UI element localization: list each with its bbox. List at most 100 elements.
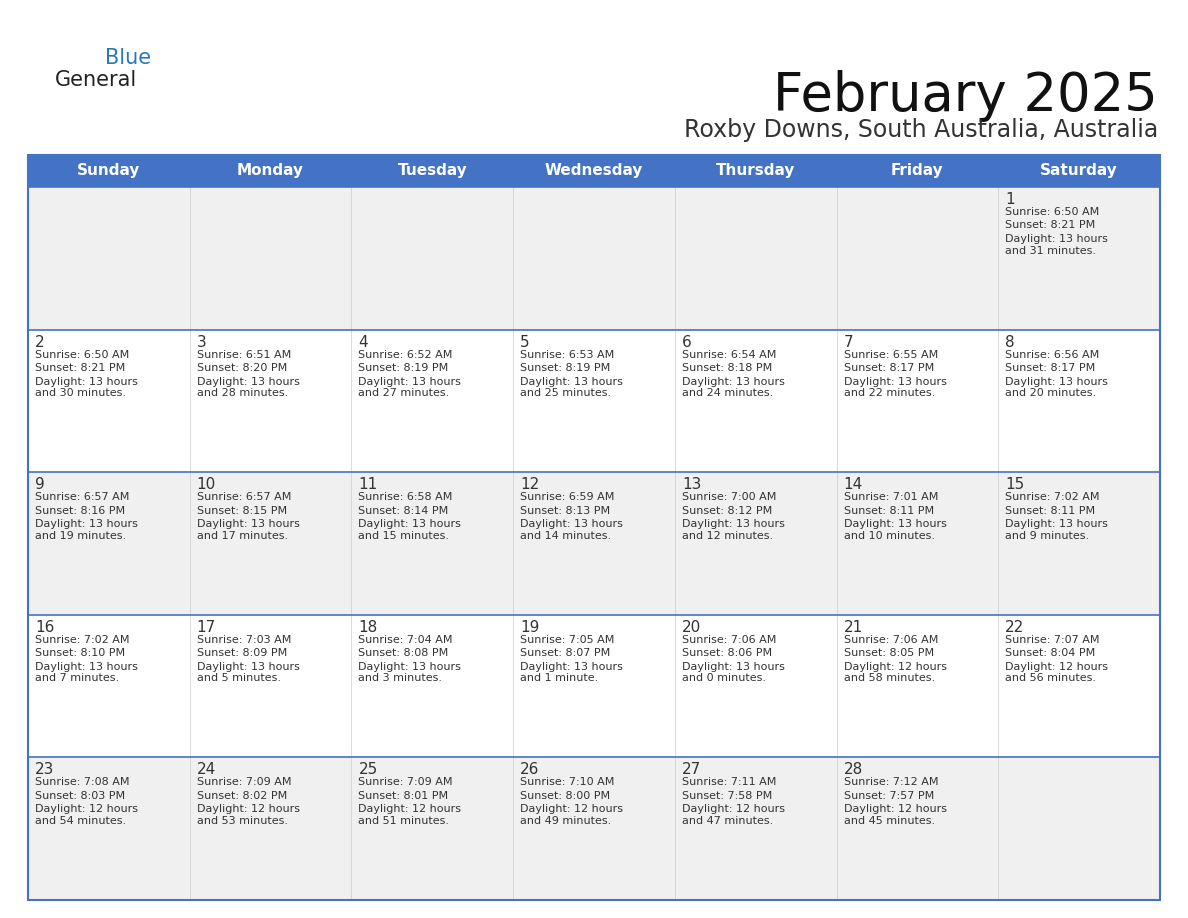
Text: 27: 27 [682, 763, 701, 778]
Text: Tuesday: Tuesday [398, 163, 467, 178]
Text: Daylight: 13 hours
and 28 minutes.: Daylight: 13 hours and 28 minutes. [197, 376, 299, 398]
Text: Daylight: 12 hours
and 49 minutes.: Daylight: 12 hours and 49 minutes. [520, 804, 624, 826]
Text: 26: 26 [520, 763, 539, 778]
Text: Sunset: 8:05 PM: Sunset: 8:05 PM [843, 648, 934, 658]
Text: Sunrise: 7:02 AM: Sunrise: 7:02 AM [34, 635, 129, 644]
Text: Sunrise: 6:54 AM: Sunrise: 6:54 AM [682, 350, 776, 360]
Text: Sunrise: 6:59 AM: Sunrise: 6:59 AM [520, 492, 614, 502]
Text: Roxby Downs, South Australia, Australia: Roxby Downs, South Australia, Australia [684, 118, 1158, 142]
Text: 12: 12 [520, 477, 539, 492]
Text: Daylight: 13 hours
and 12 minutes.: Daylight: 13 hours and 12 minutes. [682, 520, 785, 541]
Text: 4: 4 [359, 334, 368, 350]
Text: Wednesday: Wednesday [545, 163, 643, 178]
Text: Sunrise: 6:57 AM: Sunrise: 6:57 AM [34, 492, 129, 502]
Text: Sunset: 8:00 PM: Sunset: 8:00 PM [520, 791, 611, 800]
Text: Sunset: 8:11 PM: Sunset: 8:11 PM [1005, 506, 1095, 516]
Text: Daylight: 12 hours
and 45 minutes.: Daylight: 12 hours and 45 minutes. [843, 804, 947, 826]
Text: Sunrise: 6:53 AM: Sunrise: 6:53 AM [520, 350, 614, 360]
Text: Daylight: 12 hours
and 51 minutes.: Daylight: 12 hours and 51 minutes. [359, 804, 461, 826]
Text: Daylight: 13 hours
and 25 minutes.: Daylight: 13 hours and 25 minutes. [520, 376, 623, 398]
Text: Daylight: 12 hours
and 53 minutes.: Daylight: 12 hours and 53 minutes. [197, 804, 299, 826]
Text: Sunrise: 7:05 AM: Sunrise: 7:05 AM [520, 635, 614, 644]
Text: Daylight: 13 hours
and 14 minutes.: Daylight: 13 hours and 14 minutes. [520, 520, 623, 541]
Text: Sunrise: 7:03 AM: Sunrise: 7:03 AM [197, 635, 291, 644]
Text: Daylight: 12 hours
and 56 minutes.: Daylight: 12 hours and 56 minutes. [1005, 662, 1108, 683]
Text: Sunrise: 7:10 AM: Sunrise: 7:10 AM [520, 778, 614, 788]
Text: 25: 25 [359, 763, 378, 778]
Text: 11: 11 [359, 477, 378, 492]
Text: Sunset: 8:08 PM: Sunset: 8:08 PM [359, 648, 449, 658]
Text: Sunrise: 6:52 AM: Sunrise: 6:52 AM [359, 350, 453, 360]
Text: Thursday: Thursday [716, 163, 796, 178]
Text: Daylight: 13 hours
and 3 minutes.: Daylight: 13 hours and 3 minutes. [359, 662, 461, 683]
Text: Sunrise: 7:09 AM: Sunrise: 7:09 AM [197, 778, 291, 788]
Text: Sunset: 8:03 PM: Sunset: 8:03 PM [34, 791, 125, 800]
Text: 8: 8 [1005, 334, 1015, 350]
Text: Sunrise: 6:57 AM: Sunrise: 6:57 AM [197, 492, 291, 502]
Text: 20: 20 [682, 620, 701, 635]
Text: Sunset: 7:57 PM: Sunset: 7:57 PM [843, 791, 934, 800]
Text: Daylight: 13 hours
and 19 minutes.: Daylight: 13 hours and 19 minutes. [34, 520, 138, 541]
Bar [29, 187, 1159, 330]
Text: Sunset: 8:04 PM: Sunset: 8:04 PM [1005, 648, 1095, 658]
Text: Sunrise: 7:11 AM: Sunrise: 7:11 AM [682, 778, 776, 788]
Text: February 2025: February 2025 [773, 70, 1158, 122]
Text: 18: 18 [359, 620, 378, 635]
Text: Daylight: 13 hours
and 30 minutes.: Daylight: 13 hours and 30 minutes. [34, 376, 138, 398]
Text: Daylight: 13 hours
and 9 minutes.: Daylight: 13 hours and 9 minutes. [1005, 520, 1108, 541]
Text: Daylight: 13 hours
and 5 minutes.: Daylight: 13 hours and 5 minutes. [197, 662, 299, 683]
Text: Sunset: 8:11 PM: Sunset: 8:11 PM [843, 506, 934, 516]
Text: 3: 3 [197, 334, 207, 350]
Bar [29, 472, 1159, 615]
Text: Daylight: 12 hours
and 58 minutes.: Daylight: 12 hours and 58 minutes. [843, 662, 947, 683]
Text: Sunset: 8:02 PM: Sunset: 8:02 PM [197, 791, 287, 800]
Text: 6: 6 [682, 334, 691, 350]
Text: Sunrise: 6:56 AM: Sunrise: 6:56 AM [1005, 350, 1100, 360]
Text: 2: 2 [34, 334, 45, 350]
Text: Daylight: 13 hours
and 31 minutes.: Daylight: 13 hours and 31 minutes. [1005, 234, 1108, 255]
Text: Daylight: 13 hours
and 27 minutes.: Daylight: 13 hours and 27 minutes. [359, 376, 461, 398]
Text: Daylight: 12 hours
and 54 minutes.: Daylight: 12 hours and 54 minutes. [34, 804, 138, 826]
Text: 22: 22 [1005, 620, 1024, 635]
Text: Sunset: 8:15 PM: Sunset: 8:15 PM [197, 506, 286, 516]
Text: Sunset: 8:16 PM: Sunset: 8:16 PM [34, 506, 125, 516]
Text: Sunset: 8:07 PM: Sunset: 8:07 PM [520, 648, 611, 658]
Bar [29, 330, 1159, 472]
Text: Sunrise: 7:07 AM: Sunrise: 7:07 AM [1005, 635, 1100, 644]
Text: Sunset: 8:21 PM: Sunset: 8:21 PM [1005, 220, 1095, 230]
Text: Daylight: 13 hours
and 1 minute.: Daylight: 13 hours and 1 minute. [520, 662, 623, 683]
Polygon shape [152, 831, 172, 850]
Text: Sunrise: 7:00 AM: Sunrise: 7:00 AM [682, 492, 776, 502]
Text: 21: 21 [843, 620, 862, 635]
Text: Monday: Monday [238, 163, 304, 178]
Text: Saturday: Saturday [1041, 163, 1118, 178]
Text: Sunset: 8:17 PM: Sunset: 8:17 PM [1005, 364, 1095, 373]
Text: Sunset: 8:12 PM: Sunset: 8:12 PM [682, 506, 772, 516]
Text: Sunrise: 7:06 AM: Sunrise: 7:06 AM [682, 635, 776, 644]
Text: Sunset: 8:06 PM: Sunset: 8:06 PM [682, 648, 772, 658]
Text: Sunset: 8:21 PM: Sunset: 8:21 PM [34, 364, 125, 373]
Text: Daylight: 13 hours
and 15 minutes.: Daylight: 13 hours and 15 minutes. [359, 520, 461, 541]
Text: 15: 15 [1005, 477, 1024, 492]
Text: Sunrise: 6:55 AM: Sunrise: 6:55 AM [843, 350, 937, 360]
Text: 14: 14 [843, 477, 862, 492]
Text: Sunrise: 7:09 AM: Sunrise: 7:09 AM [359, 778, 453, 788]
Text: 10: 10 [197, 477, 216, 492]
Bar [29, 757, 1159, 900]
Text: Sunset: 8:01 PM: Sunset: 8:01 PM [359, 791, 449, 800]
Text: Sunset: 8:20 PM: Sunset: 8:20 PM [197, 364, 287, 373]
Text: Blue: Blue [105, 48, 151, 68]
Text: Sunrise: 7:02 AM: Sunrise: 7:02 AM [1005, 492, 1100, 502]
Text: Daylight: 13 hours
and 24 minutes.: Daylight: 13 hours and 24 minutes. [682, 376, 785, 398]
Text: Sunday: Sunday [77, 163, 140, 178]
Text: Sunrise: 6:50 AM: Sunrise: 6:50 AM [34, 350, 129, 360]
Text: 9: 9 [34, 477, 45, 492]
Text: Daylight: 13 hours
and 20 minutes.: Daylight: 13 hours and 20 minutes. [1005, 376, 1108, 398]
Text: 28: 28 [843, 763, 862, 778]
Bar [29, 615, 1159, 757]
Text: 1: 1 [1005, 192, 1015, 207]
Text: Sunrise: 6:58 AM: Sunrise: 6:58 AM [359, 492, 453, 502]
Text: Daylight: 13 hours
and 22 minutes.: Daylight: 13 hours and 22 minutes. [843, 376, 947, 398]
Text: 24: 24 [197, 763, 216, 778]
Text: 5: 5 [520, 334, 530, 350]
